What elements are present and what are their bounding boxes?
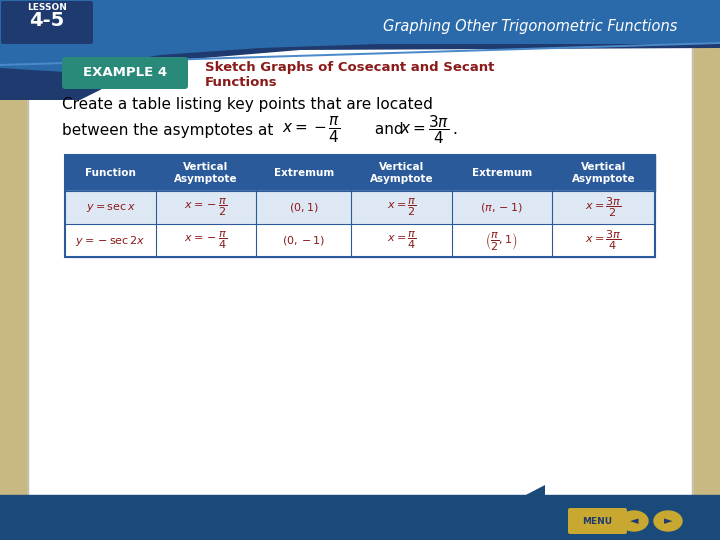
Text: $(0, 1)$: $(0, 1)$ (289, 201, 318, 214)
Bar (351, 155, 451, 191)
Text: 4-5: 4-5 (30, 11, 65, 30)
Text: and: and (370, 123, 408, 138)
FancyBboxPatch shape (1, 1, 93, 44)
Bar (65, 155, 655, 257)
Bar (552, 155, 655, 191)
Text: MENU: MENU (582, 516, 612, 525)
Bar (0, 495, 720, 540)
Text: $x = \dfrac{3\pi}{2}$: $x = \dfrac{3\pi}{2}$ (585, 196, 621, 219)
Bar (0, 0, 720, 38)
Bar (0, 36, 720, 46)
Bar (28, 42, 692, 498)
Text: between the asymptotes at: between the asymptotes at (62, 123, 278, 138)
Bar (256, 155, 351, 191)
Text: ►: ► (664, 516, 672, 526)
Text: $y = \sec x$: $y = \sec x$ (86, 201, 135, 213)
Text: Vertical
Asymptote: Vertical Asymptote (174, 162, 238, 184)
Text: Sketch Graphs of Cosecant and Secant: Sketch Graphs of Cosecant and Secant (205, 62, 495, 75)
Text: EXAMPLE 4: EXAMPLE 4 (83, 66, 167, 79)
Bar (451, 155, 552, 191)
Text: $x = -\dfrac{\pi}{4}$: $x = -\dfrac{\pi}{4}$ (184, 230, 228, 251)
Bar (0, 498, 720, 540)
Polygon shape (0, 0, 720, 100)
Bar (65, 155, 156, 191)
FancyBboxPatch shape (62, 57, 188, 89)
Text: Create a table listing key points that are located: Create a table listing key points that a… (62, 97, 433, 111)
Text: Functions: Functions (205, 76, 278, 89)
Bar (451, 191, 552, 224)
Text: $(\pi, -1)$: $(\pi, -1)$ (480, 201, 523, 214)
Ellipse shape (654, 511, 682, 531)
Polygon shape (0, 42, 720, 66)
Polygon shape (0, 0, 720, 72)
FancyBboxPatch shape (568, 508, 627, 534)
Bar (351, 191, 451, 224)
Text: $x = \dfrac{3\pi}{4}$: $x = \dfrac{3\pi}{4}$ (585, 229, 621, 252)
Text: Extremum: Extremum (472, 168, 532, 178)
Text: Graphing Other Trigonometric Functions: Graphing Other Trigonometric Functions (383, 18, 678, 33)
Bar (65, 224, 156, 257)
Text: $x = -\dfrac{\pi}{2}$: $x = -\dfrac{\pi}{2}$ (184, 197, 228, 218)
Bar (28, 42, 692, 498)
Text: $x = \dfrac{\pi}{4}$: $x = \dfrac{\pi}{4}$ (387, 230, 416, 251)
Bar (156, 155, 256, 191)
Text: $\left(\dfrac{\pi}{2}, 1\right)$: $\left(\dfrac{\pi}{2}, 1\right)$ (485, 230, 518, 252)
Bar (552, 224, 655, 257)
Text: $x = \dfrac{3\pi}{4}$: $x = \dfrac{3\pi}{4}$ (400, 113, 449, 146)
Bar (256, 224, 351, 257)
Text: Function: Function (85, 168, 136, 178)
Text: Vertical
Asymptote: Vertical Asymptote (572, 162, 635, 184)
Ellipse shape (620, 511, 648, 531)
Bar (256, 191, 351, 224)
Bar (156, 224, 256, 257)
Text: $x = -\dfrac{\pi}{4}$: $x = -\dfrac{\pi}{4}$ (282, 115, 341, 145)
Text: LESSON: LESSON (27, 3, 67, 11)
Bar (552, 191, 655, 224)
Bar (351, 224, 451, 257)
Polygon shape (0, 485, 720, 540)
Text: $y = -\sec 2x$: $y = -\sec 2x$ (75, 233, 145, 247)
Bar (451, 224, 552, 257)
Text: Vertical
Asymptote: Vertical Asymptote (369, 162, 433, 184)
Text: $(0, -1)$: $(0, -1)$ (282, 234, 325, 247)
Bar (156, 191, 256, 224)
Bar (0, 0, 720, 45)
Polygon shape (0, 0, 720, 85)
Text: .: . (452, 123, 457, 138)
Text: $x = \dfrac{\pi}{2}$: $x = \dfrac{\pi}{2}$ (387, 197, 416, 218)
Bar (65, 191, 156, 224)
Text: Extremum: Extremum (274, 168, 334, 178)
Text: ◄: ◄ (630, 516, 638, 526)
